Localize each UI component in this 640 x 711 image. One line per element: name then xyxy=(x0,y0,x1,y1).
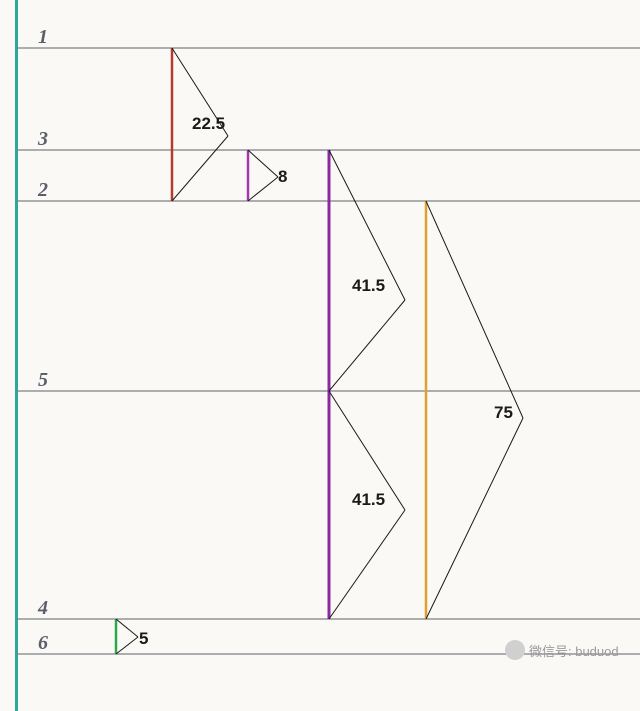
watermark-text: 微信号: buduod xyxy=(529,641,619,660)
measure-75-line xyxy=(426,418,523,619)
wechat-icon xyxy=(505,640,525,660)
measure-5-line xyxy=(116,637,138,654)
measure-41-5-lower-label: 41.5 xyxy=(352,490,385,510)
measure-41-5-upper-line xyxy=(329,300,405,391)
measure-22-5-line xyxy=(172,136,228,201)
hline-label-3: 3 xyxy=(38,128,48,151)
diagram-canvas xyxy=(0,0,640,711)
measure-41-5-upper-label: 41.5 xyxy=(352,276,385,296)
measure-22-5-label: 22.5 xyxy=(192,114,225,134)
measure-75-line xyxy=(426,201,523,418)
hline-label-6: 6 xyxy=(38,632,48,655)
measure-8-line xyxy=(248,177,278,201)
measure-5-label: 5 xyxy=(139,629,148,649)
measure-8-line xyxy=(248,150,278,177)
watermark: 微信号: buduod xyxy=(505,640,619,660)
measure-8-label: 8 xyxy=(278,167,287,187)
hline-label-5: 5 xyxy=(38,369,48,392)
hline-label-1: 1 xyxy=(38,26,48,49)
measure-75-label: 75 xyxy=(494,403,513,423)
measure-5-line xyxy=(116,619,138,637)
hline-label-2: 2 xyxy=(38,179,48,202)
hline-label-4: 4 xyxy=(38,597,48,620)
measure-41-5-lower-line xyxy=(329,510,405,619)
diagram-svg xyxy=(0,0,640,711)
